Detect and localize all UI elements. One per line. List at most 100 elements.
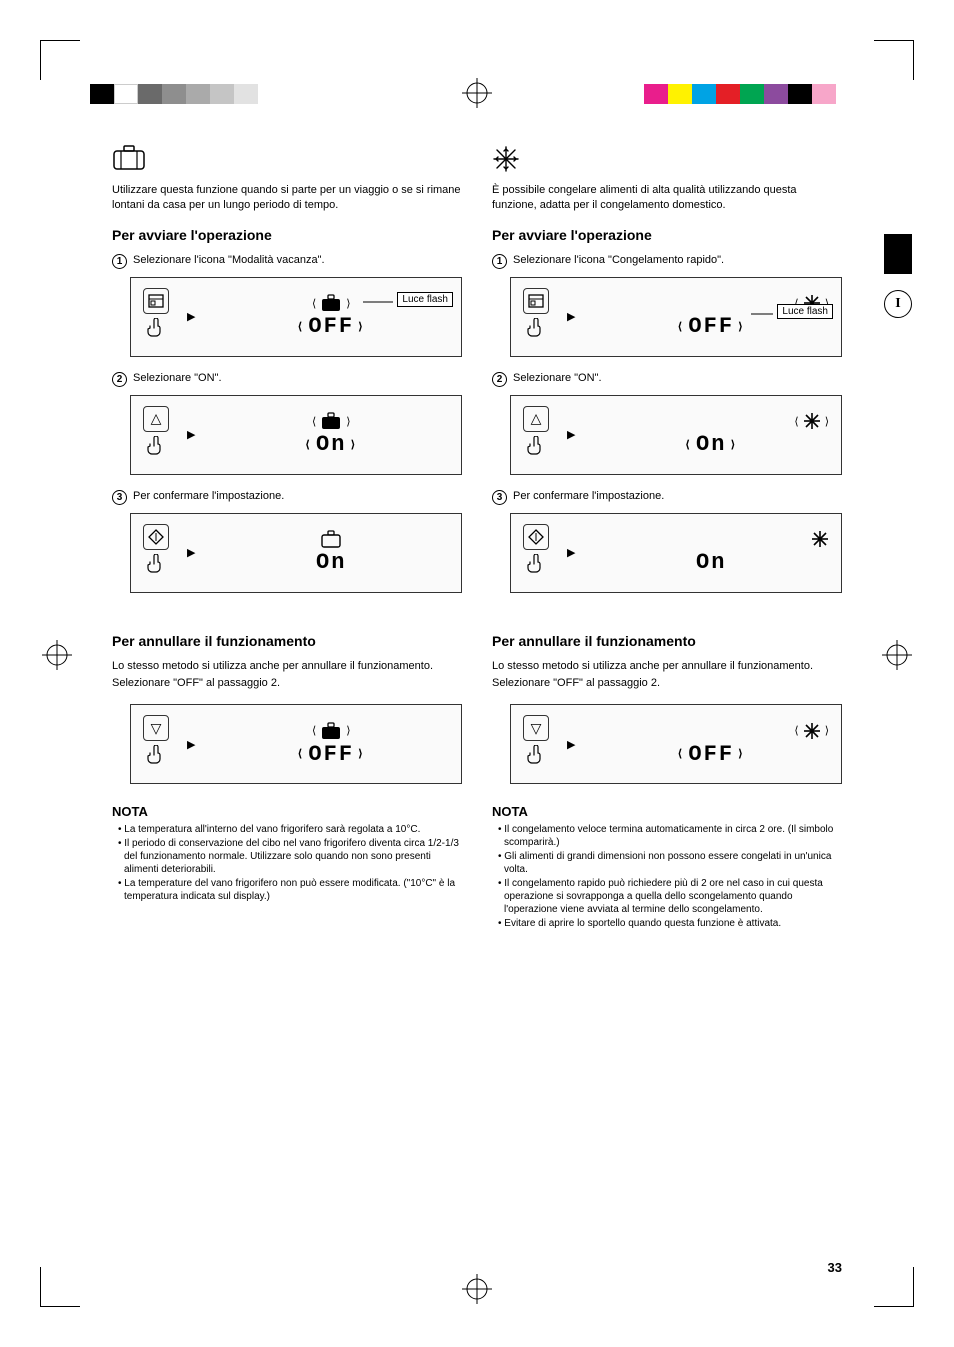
suitcase-icon	[112, 145, 462, 175]
nota-item: Il congelamento veloce termina automatic…	[498, 823, 842, 849]
registration-cross-icon	[42, 640, 72, 675]
cancel-title: Per annullare il funzionamento	[112, 633, 462, 649]
display-text: OFF	[308, 742, 354, 767]
step-text: Selezionare l'icona "Modalità vacanza".	[133, 253, 325, 267]
snowflake-icon	[811, 530, 829, 548]
nota-item: Evitare di aprire lo sportello quando qu…	[498, 917, 842, 930]
nota-item: Il periodo di conservazione del cibo nel…	[118, 837, 462, 876]
display-illustration: ▶ ⟨ ⟩ ⟨OFF⟩ Luce flash	[130, 277, 462, 357]
crop-mark	[874, 1267, 914, 1307]
nota-item: La temperatura all'interno del vano frig…	[118, 823, 462, 836]
touch-hand-icon	[146, 745, 166, 773]
arrow-icon: ▶	[187, 310, 195, 323]
step-text: Selezionare "ON".	[513, 371, 602, 385]
arrow-icon: ▶	[187, 546, 195, 559]
column-fast-freeze: È possibile congelare alimenti di alta q…	[492, 145, 842, 1267]
step-number: 3	[112, 490, 127, 505]
up-button-icon: △	[143, 406, 169, 432]
up-button-icon: △	[523, 406, 549, 432]
registration-cross-icon	[462, 1274, 492, 1309]
registration-cross-icon	[462, 78, 492, 113]
arrow-icon: ▶	[567, 738, 575, 751]
display-text: On	[316, 550, 346, 575]
step: 3 Per confermare l'impostazione.	[112, 489, 462, 505]
cancel-text: Lo stesso metodo si utilizza anche per a…	[492, 659, 842, 674]
touch-hand-icon	[146, 554, 166, 582]
step: 2 Selezionare "ON".	[112, 371, 462, 387]
display-text: On	[696, 432, 726, 457]
start-title: Per avviare l'operazione	[492, 227, 842, 243]
page-number: 33	[828, 1260, 842, 1275]
confirm-button-icon	[523, 524, 549, 550]
intro-text: È possibile congelare alimenti di alta q…	[492, 183, 842, 213]
menu-button-icon	[523, 288, 549, 314]
menu-button-icon	[143, 288, 169, 314]
suitcase-icon	[320, 412, 342, 430]
display-illustration: ▽ ▶ ⟨ ⟩ ⟨OFF⟩	[510, 704, 842, 784]
arrow-icon: ▶	[187, 738, 195, 751]
page: I Utilizzare questa funzione quando si p…	[0, 0, 954, 1347]
cancel-text: Selezionare "OFF" al passaggio 2.	[492, 676, 842, 691]
display-illustration: ▽ ▶ ⟨ ⟩ ⟨OFF⟩	[130, 704, 462, 784]
display-illustration: △ ▶ ⟨ ⟩ ⟨On⟩	[510, 395, 842, 475]
snowflake-icon	[803, 412, 821, 430]
step: 2 Selezionare "ON".	[492, 371, 842, 387]
cancel-title: Per annullare il funzionamento	[492, 633, 842, 649]
suitcase-icon	[320, 530, 342, 548]
nota-item: Gli alimenti di grandi dimensioni non po…	[498, 850, 842, 876]
touch-hand-icon	[526, 745, 546, 773]
display-illustration: ▶ On	[510, 513, 842, 593]
nota-item: La temperature del vano frigorifero non …	[118, 877, 462, 903]
side-marker-letter: I	[884, 290, 912, 318]
touch-hand-icon	[526, 554, 546, 582]
registration-cross-icon	[882, 640, 912, 675]
crop-mark	[40, 1267, 80, 1307]
step-text: Per confermare l'impostazione.	[513, 489, 664, 503]
step-text: Selezionare "ON".	[133, 371, 222, 385]
nota-list: La temperatura all'interno del vano frig…	[112, 823, 462, 903]
step-number: 1	[112, 254, 127, 269]
crop-mark	[874, 40, 914, 80]
display-text: On	[696, 550, 726, 575]
suitcase-icon	[320, 722, 342, 740]
arrow-icon: ▶	[567, 428, 575, 441]
registration-bar-left	[90, 84, 258, 104]
step-number: 2	[112, 372, 127, 387]
confirm-button-icon	[143, 524, 169, 550]
down-button-icon: ▽	[523, 715, 549, 741]
side-marker	[884, 234, 912, 274]
snowflake-icon	[803, 722, 821, 740]
nota-list: Il congelamento veloce termina automatic…	[492, 823, 842, 930]
content-area: Utilizzare questa funzione quando si par…	[112, 145, 842, 1267]
display-text: OFF	[308, 314, 354, 339]
step: 1 Selezionare l'icona "Congelamento rapi…	[492, 253, 842, 269]
start-title: Per avviare l'operazione	[112, 227, 462, 243]
down-button-icon: ▽	[143, 715, 169, 741]
display-illustration: ▶ ⟨ ⟩ ⟨OFF⟩ Luce flash	[510, 277, 842, 357]
step: 3 Per confermare l'impostazione.	[492, 489, 842, 505]
touch-hand-icon	[146, 318, 166, 346]
nota-title: NOTA	[492, 804, 842, 819]
arrow-icon: ▶	[567, 546, 575, 559]
step-number: 1	[492, 254, 507, 269]
nota-item: Il congelamento rapido può richiedere pi…	[498, 877, 842, 916]
step: 1 Selezionare l'icona "Modalità vacanza"…	[112, 253, 462, 269]
touch-hand-icon	[146, 436, 166, 464]
intro-text: Utilizzare questa funzione quando si par…	[112, 183, 462, 213]
step-text: Per confermare l'impostazione.	[133, 489, 284, 503]
display-text: On	[316, 432, 346, 457]
step-number: 3	[492, 490, 507, 505]
step-text: Selezionare l'icona "Congelamento rapido…	[513, 253, 724, 267]
arrow-icon: ▶	[187, 428, 195, 441]
display-text: OFF	[688, 742, 734, 767]
touch-hand-icon	[526, 436, 546, 464]
registration-bar-right	[644, 84, 836, 104]
display-illustration: ▶ On	[130, 513, 462, 593]
display-illustration: △ ▶ ⟨ ⟩ ⟨On⟩	[130, 395, 462, 475]
display-text: OFF	[688, 314, 734, 339]
callout-flash: Luce flash	[397, 292, 453, 307]
suitcase-icon	[320, 294, 342, 312]
column-vacation: Utilizzare questa funzione quando si par…	[112, 145, 462, 1267]
callout-flash: Luce flash	[777, 304, 833, 319]
step-number: 2	[492, 372, 507, 387]
